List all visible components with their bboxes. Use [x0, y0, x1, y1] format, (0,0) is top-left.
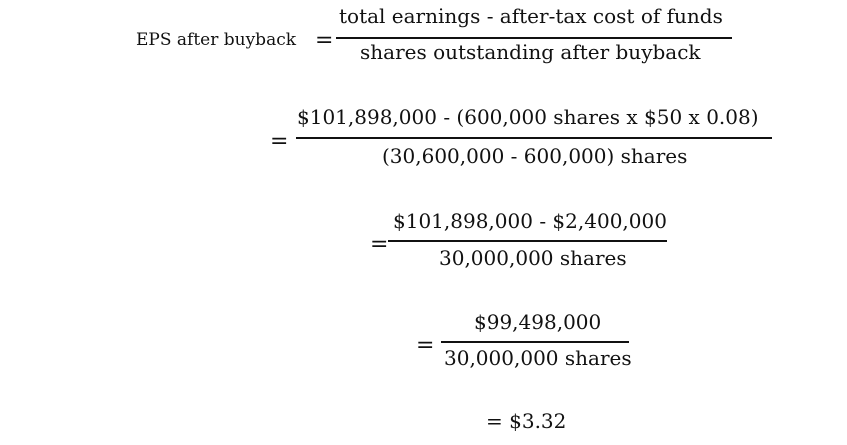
equals-sign-4: =: [416, 333, 435, 358]
step2-numerator: $101,898,000 - (600,000 shares x $50 x 0…: [297, 105, 759, 129]
equals-sign-1: =: [315, 28, 334, 53]
step4-numerator: $99,498,000: [474, 310, 602, 334]
lhs-label: EPS after buyback: [136, 30, 297, 50]
step1-denominator: shares outstanding after buyback: [360, 40, 701, 64]
equals-sign-2: =: [270, 129, 289, 154]
step2-fraction-bar: [296, 137, 772, 139]
step1-fraction-bar: [336, 37, 732, 39]
step3-denominator: 30,000,000 shares: [439, 246, 627, 270]
equals-sign-3: =: [370, 232, 389, 257]
result-value: = $3.32: [486, 409, 567, 433]
step2-denominator: (30,600,000 - 600,000) shares: [382, 144, 688, 168]
step1-numerator: total earnings - after-tax cost of funds: [339, 4, 723, 28]
step4-denominator: 30,000,000 shares: [444, 346, 632, 370]
step3-numerator: $101,898,000 - $2,400,000: [393, 209, 667, 233]
step3-fraction-bar: [388, 240, 667, 242]
step4-fraction-bar: [441, 341, 629, 343]
